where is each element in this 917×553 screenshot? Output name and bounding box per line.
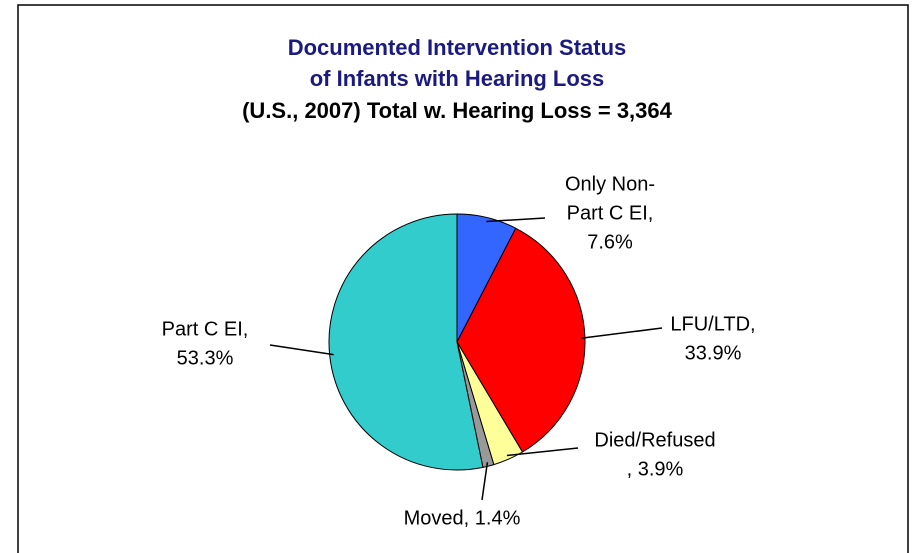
leader-line	[481, 462, 489, 501]
data-label: 7.6%	[587, 231, 633, 253]
data-label: Part C EI,	[567, 202, 654, 224]
leader-line	[580, 327, 663, 340]
chart-subtitle: (U.S., 2007) Total w. Hearing Loss = 3,3…	[242, 98, 673, 123]
leader-line	[269, 344, 334, 356]
data-label: LFU/LTD,	[670, 313, 755, 335]
data-label: , 3.9%	[627, 458, 684, 480]
leader-line	[486, 217, 546, 223]
data-label: Died/Refused	[594, 429, 715, 451]
chart-title: of Infants with Hearing Loss	[310, 66, 605, 91]
data-label: 33.9%	[685, 342, 742, 364]
chart-title: Documented Intervention Status	[288, 35, 627, 60]
data-label: Moved, 1.4%	[404, 507, 521, 529]
pie-slice	[328, 213, 484, 471]
data-label: 53.3%	[177, 347, 234, 369]
data-label: Part C EI,	[162, 318, 249, 340]
data-label: Only Non-	[565, 173, 655, 195]
leader-line	[506, 447, 579, 457]
